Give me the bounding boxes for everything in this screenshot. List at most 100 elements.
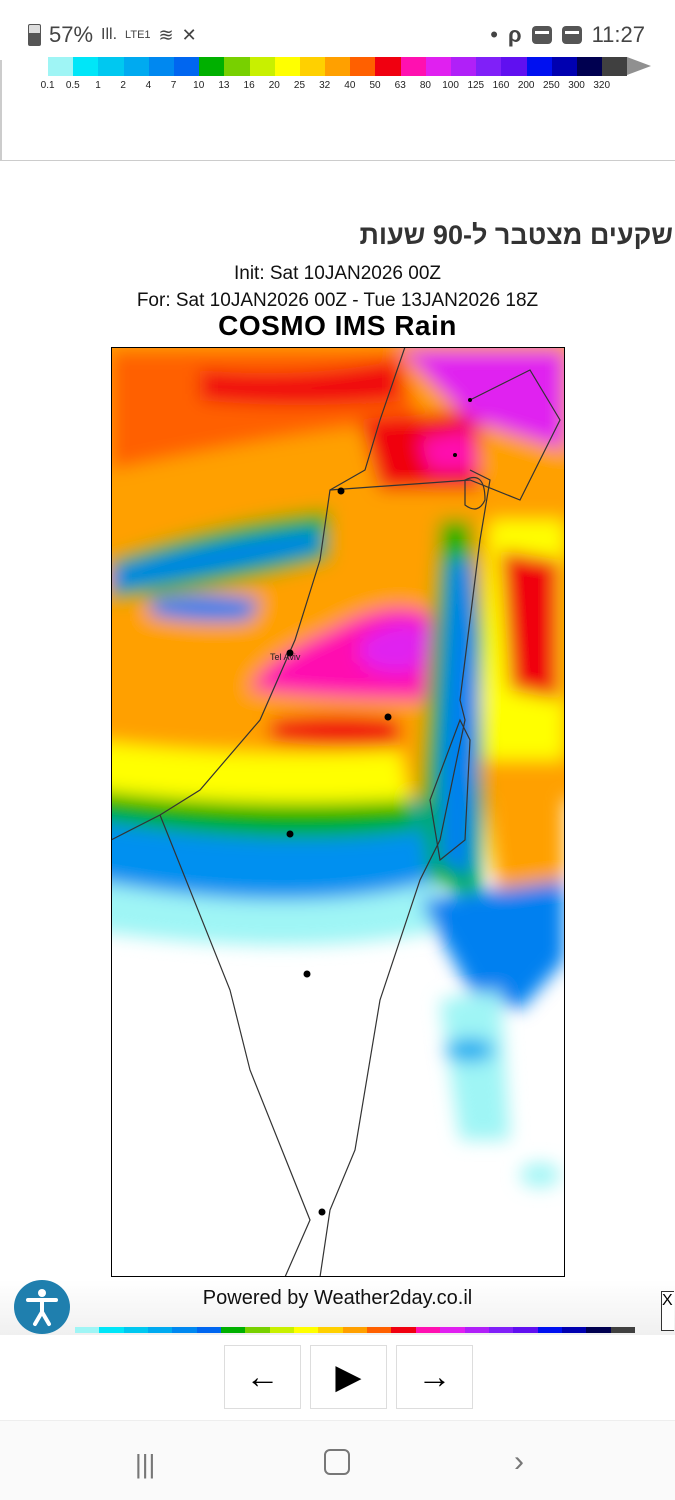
signal-icon: Ill. — [101, 26, 118, 43]
legend-tick-label: 125 — [467, 80, 485, 91]
notification-icon — [561, 26, 582, 44]
accessibility-button[interactable] — [14, 1280, 70, 1334]
legend-tick-label: 13 — [218, 80, 230, 91]
legend-tick-label: 160 — [492, 80, 510, 91]
dot-icon: • — [490, 22, 498, 47]
legend-tick-label: 16 — [243, 80, 255, 91]
legend-tick-label: 10 — [193, 80, 205, 91]
mini-legend-swatch — [221, 1327, 246, 1333]
mini-legend-swatch — [269, 1327, 295, 1333]
close-ad-button[interactable]: X — [661, 1291, 674, 1331]
legend-tick-label: 80 — [419, 80, 431, 91]
mini-legend-swatch — [294, 1327, 319, 1333]
legend-swatch — [375, 57, 401, 76]
next-button[interactable]: → — [396, 1345, 473, 1409]
legend-swatch — [576, 57, 603, 76]
mini-legend-swatch — [391, 1327, 416, 1333]
divider — [0, 160, 675, 161]
network-label: LTE1 — [125, 29, 151, 41]
mini-legend-swatch — [513, 1327, 538, 1333]
legend-swatch — [148, 57, 174, 76]
legend-tick-label: 250 — [543, 80, 560, 91]
rain-field: Tel Aviv — [112, 348, 564, 1276]
city-markers — [286, 398, 472, 1216]
battery-icon — [28, 24, 41, 46]
mini-legend-swatch — [367, 1327, 392, 1333]
system-nav-bar: ||| › — [0, 1420, 675, 1500]
legend-tick-label: 20 — [268, 80, 280, 91]
legend-tick-label: 300 — [568, 80, 585, 91]
legend-swatch — [350, 57, 376, 76]
legend-swatch — [425, 57, 451, 76]
accessibility-icon — [26, 1289, 58, 1326]
hebrew-title: שקעים מצטבר ל-90 שעות — [359, 220, 673, 250]
mini-legend-swatch — [148, 1327, 173, 1333]
mini-legend-swatch — [586, 1327, 611, 1333]
legend-swatch — [173, 57, 200, 76]
rain-map: Tel Aviv — [111, 347, 565, 1277]
legend-tick-label: 0.1 — [40, 80, 55, 91]
prev-button[interactable]: ← — [224, 1345, 301, 1409]
clock: 11:27 — [591, 22, 645, 47]
mini-legend — [75, 1327, 635, 1333]
mini-legend-swatch — [99, 1327, 124, 1333]
powered-by-link[interactable]: Powered by Weather2day.co.il — [202, 1287, 473, 1309]
legend-tick-label: 25 — [293, 80, 306, 91]
legend-swatch — [602, 57, 628, 76]
legend-tick-label: 320 — [593, 80, 611, 91]
wifi-icon: ≋ — [158, 24, 174, 45]
mini-legend-swatch — [172, 1327, 197, 1333]
legend-tick-label: 0.5 — [65, 80, 80, 91]
mini-legend-swatch — [415, 1327, 441, 1333]
mini-legend-swatch — [75, 1327, 100, 1333]
legend-swatch — [551, 57, 577, 76]
mute-icon: ✕ — [181, 24, 197, 45]
borders — [112, 348, 561, 1276]
mini-legend-swatch — [537, 1327, 562, 1333]
play-button[interactable]: ▶ — [310, 1345, 387, 1409]
model-title: COSMO IMS Rain — [218, 310, 457, 341]
legend-tick-label: 4 — [145, 80, 152, 91]
legend-swatch — [501, 57, 527, 76]
color-legend — [48, 57, 652, 76]
legend-swatch — [400, 57, 426, 76]
legend-overflow-arrow — [627, 57, 652, 75]
app-icon: ρ — [507, 22, 522, 47]
footer-bar — [0, 1280, 675, 1335]
legend-tick-label: 200 — [517, 80, 535, 91]
mini-legend-swatch — [610, 1327, 635, 1333]
legend-swatch — [476, 57, 502, 76]
mini-legend-swatch — [123, 1327, 149, 1333]
legend-tick-label: 63 — [394, 80, 406, 91]
legend-swatch — [199, 57, 225, 76]
legend-swatch — [98, 57, 124, 76]
legend-tick-label: 50 — [369, 80, 381, 91]
legend-swatch — [123, 57, 149, 76]
legend-tick-label: 100 — [442, 80, 459, 91]
mini-legend-swatch — [440, 1327, 465, 1333]
battery-level: 57% — [49, 22, 94, 47]
mini-legend-swatch — [464, 1327, 489, 1333]
mini-legend-swatch — [196, 1327, 222, 1333]
back-icon[interactable]: › — [514, 1445, 524, 1478]
init-time: Init: Sat 10JAN2026 00Z — [233, 263, 441, 284]
mini-legend-swatch — [488, 1327, 514, 1333]
legend-tick-label: 7 — [170, 80, 177, 91]
status-bar: 57% Ill. LTE1 ≋ ✕ • ρ 11:27 — [0, 0, 675, 60]
city-label-tel-aviv: Tel Aviv — [270, 652, 301, 662]
mini-legend-swatch — [245, 1327, 270, 1333]
legend-swatch — [249, 57, 275, 76]
mini-legend-swatch — [561, 1327, 587, 1333]
legend-tick-label: 2 — [120, 80, 126, 91]
home-icon[interactable] — [324, 1449, 350, 1475]
frame-border — [0, 60, 2, 160]
legend-swatch — [73, 57, 99, 76]
legend-tick-label: 1 — [95, 80, 101, 91]
legend-swatch — [325, 57, 351, 76]
forecast-range: For: Sat 10JAN2026 00Z - Tue 13JAN2026 1… — [136, 290, 539, 311]
notification-icon — [531, 26, 552, 44]
legend-swatch — [48, 57, 74, 76]
legend-tick-label: 40 — [344, 80, 356, 91]
recent-apps-icon[interactable]: ||| — [135, 1449, 156, 1479]
legend-ticks: 0.1 0.5 1 2 4 7 10 13 16 20 25 32 40 50 63 80 100 125 160 2… — [35, 80, 614, 91]
